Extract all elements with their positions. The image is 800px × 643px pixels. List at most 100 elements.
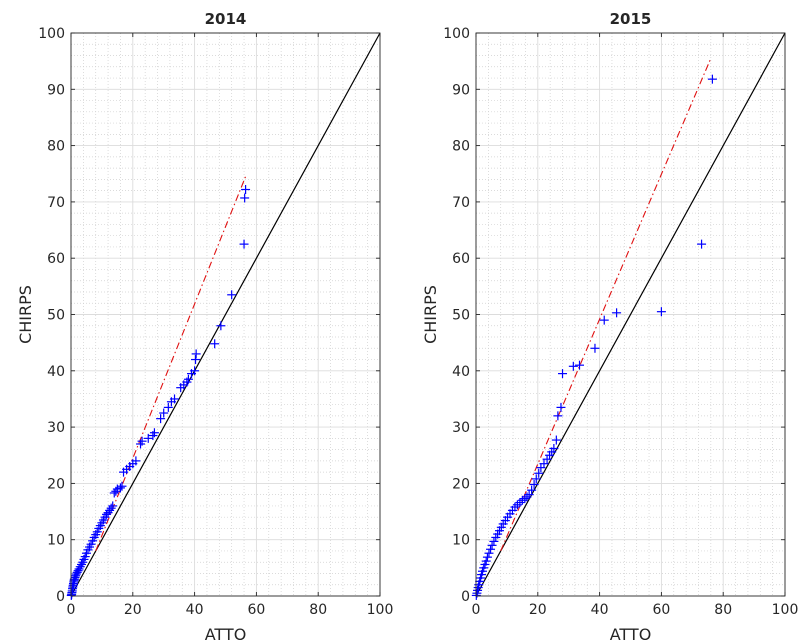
data-point: [191, 355, 201, 365]
data-point: [697, 239, 707, 249]
chart-title: 2014: [205, 10, 247, 28]
x-tick-label: 60: [247, 602, 265, 618]
data-point: [551, 435, 561, 445]
data-point: [484, 548, 494, 558]
x-tick-label: 20: [529, 602, 547, 618]
y-tick-label: 40: [47, 364, 65, 380]
data-point: [73, 566, 83, 576]
y-tick-label: 40: [452, 364, 470, 380]
data-point: [553, 411, 563, 421]
data-point: [481, 556, 491, 566]
data-point: [599, 315, 609, 325]
y-tick-label: 80: [47, 139, 65, 155]
data-point: [103, 508, 113, 518]
data-point: [539, 459, 549, 469]
data-point: [115, 483, 125, 493]
x-axis-label: ATTO: [205, 625, 247, 643]
data-point: [77, 559, 87, 569]
x-tick-label: 100: [772, 602, 799, 618]
x-axis-label: ATTO: [610, 625, 652, 643]
data-point: [549, 443, 559, 453]
data-point: [170, 394, 180, 404]
y-tick-label: 30: [47, 420, 65, 436]
y-tick-label: 20: [452, 476, 470, 492]
y-tick-label: 60: [452, 251, 470, 267]
data-point: [149, 428, 159, 438]
y-tick-label: 50: [452, 308, 470, 324]
data-point: [105, 505, 115, 515]
data-point: [106, 503, 116, 513]
y-tick-label: 100: [443, 26, 470, 42]
data-points: [66, 185, 251, 600]
data-point: [111, 486, 121, 496]
data-point: [522, 492, 532, 502]
data-point: [590, 343, 600, 353]
data-point: [210, 339, 220, 349]
y-axis-label: CHIRPS: [16, 285, 35, 344]
data-point: [75, 562, 85, 572]
data-point: [137, 436, 147, 446]
y-tick-label: 10: [452, 533, 470, 549]
data-point: [117, 481, 127, 491]
y-tick-label: 100: [38, 26, 65, 42]
data-point: [531, 474, 541, 484]
data-point: [656, 307, 666, 317]
data-point: [534, 468, 544, 478]
chart-panel-2014: 0 20 40 60 80 100 0 10 20 30 40 50 60 70 80 90 100 2014 AT…: [16, 10, 393, 643]
data-point: [527, 485, 537, 495]
data-point: [131, 456, 141, 466]
x-tick-label: 100: [367, 602, 394, 618]
fit-line: [500, 58, 712, 552]
chart-title: 2015: [610, 10, 652, 28]
data-point: [241, 185, 251, 195]
y-tick-label: 60: [47, 251, 65, 267]
x-tick-label: 0: [472, 602, 481, 618]
data-point: [191, 349, 201, 359]
y-tick-label: 30: [452, 420, 470, 436]
tick-marks: [475, 32, 786, 597]
data-point: [575, 360, 585, 370]
x-tick-label: 20: [124, 602, 142, 618]
x-tick-label: 80: [309, 602, 327, 618]
data-point: [156, 414, 166, 424]
y-tick-label: 20: [47, 476, 65, 492]
data-point: [163, 402, 173, 412]
data-point: [612, 308, 622, 318]
data-point: [183, 374, 193, 384]
y-tick-label: 10: [47, 533, 65, 549]
y-tick-label: 70: [452, 195, 470, 211]
data-point: [108, 501, 118, 511]
data-point: [556, 402, 566, 412]
identity-line: [475, 32, 786, 597]
data-points: [471, 74, 717, 600]
x-tick-label: 80: [714, 602, 732, 618]
x-tick-label: 0: [67, 602, 76, 618]
y-tick-label: 70: [47, 195, 65, 211]
data-point: [239, 239, 249, 249]
identity-line: [70, 32, 381, 597]
data-point: [482, 552, 492, 562]
data-point: [524, 490, 534, 500]
y-tick-label: 90: [47, 82, 65, 98]
x-tick-label: 60: [652, 602, 670, 618]
data-point: [143, 433, 153, 443]
fit-line: [95, 176, 247, 552]
data-point: [707, 74, 717, 84]
data-point: [74, 564, 84, 574]
data-point: [520, 494, 530, 504]
chart-panel-2015: 0 20 40 60 80 100 0 10 20 30 40 50 60 70 80 90 100 2015 AT…: [421, 10, 798, 643]
data-point: [558, 369, 568, 379]
y-tick-label: 80: [452, 139, 470, 155]
y-axis-label: CHIRPS: [421, 285, 440, 344]
y-tick-label: 90: [452, 82, 470, 98]
data-point: [489, 536, 499, 546]
data-point: [190, 366, 200, 376]
data-point: [159, 408, 169, 418]
data-point: [487, 540, 497, 550]
data-point: [568, 361, 578, 371]
data-point: [227, 290, 237, 300]
x-tick-label: 40: [186, 602, 204, 618]
data-point: [216, 321, 226, 331]
x-tick-label: 40: [591, 602, 609, 618]
